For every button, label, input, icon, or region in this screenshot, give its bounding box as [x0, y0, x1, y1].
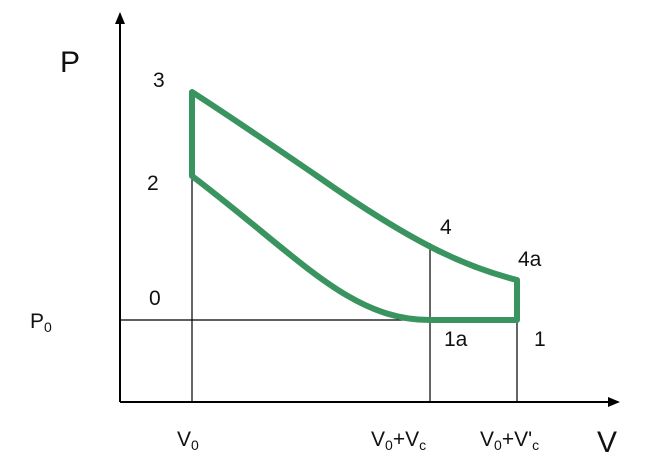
point-label-1a: 1a — [444, 328, 468, 351]
x-tick-v0: V0 — [177, 428, 199, 453]
y-axis-title: P — [60, 46, 80, 79]
point-label-1: 1 — [534, 328, 546, 351]
cycle-curve — [189, 89, 520, 323]
point-label-0: 0 — [149, 287, 161, 310]
point-label-4: 4 — [440, 216, 452, 239]
point-label-2: 2 — [147, 172, 159, 195]
x-axis-title: V — [597, 426, 617, 459]
point-label-4a: 4a — [518, 248, 542, 271]
pressure-ref-label: P0 — [30, 310, 52, 335]
point-label-3: 3 — [153, 69, 165, 92]
x-tick-v0-plus-vc-prime: V0+V'c — [480, 428, 539, 453]
x-tick-v0-plus-vc: V0+Vc — [371, 428, 426, 453]
